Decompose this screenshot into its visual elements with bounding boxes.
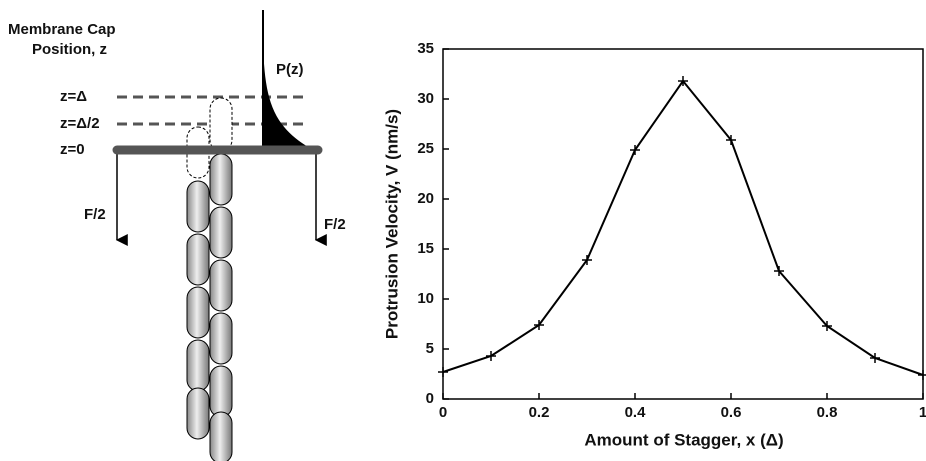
data-marker [534, 320, 544, 330]
data-marker [822, 321, 832, 331]
y-tick-label: 20 [417, 190, 434, 207]
level-label: z=Δ [60, 88, 87, 105]
y-axis-title: Protrusion Velocity, V (nm/s) [382, 109, 401, 339]
diagram: Membrane Cap Position, z z=Δ z=Δ/2 z=0 P… [8, 10, 346, 461]
x-tick-label: 0.6 [721, 404, 742, 421]
x-tick-label: 1 [919, 404, 926, 421]
subunit [186, 286, 210, 339]
subunit [209, 411, 233, 461]
heading-line: Position, z [32, 41, 107, 58]
subunit [186, 180, 210, 233]
y-tick-label: 35 [417, 40, 434, 57]
data-marker [582, 255, 592, 265]
distribution-label: P(z) [276, 61, 304, 78]
data-line [442, 79, 924, 376]
data-marker [678, 76, 688, 86]
plot-frame [442, 48, 924, 400]
incoming-subunit [209, 97, 233, 152]
y-tick-label: 15 [417, 240, 434, 257]
force-label: F/2 [84, 206, 106, 223]
y-tick-label: 10 [417, 290, 434, 307]
force-label: F/2 [324, 216, 346, 233]
data-marker [726, 135, 736, 145]
level-label: z=0 [60, 141, 85, 158]
data-marker [870, 353, 880, 363]
subunit [186, 233, 210, 286]
filament [186, 126, 210, 440]
data-marker [918, 370, 926, 380]
subunit [209, 259, 233, 312]
level-label: z=Δ/2 [60, 115, 100, 132]
distribution-curve [263, 45, 310, 150]
x-tick-label: 0.4 [625, 404, 647, 421]
data-marker [438, 367, 448, 377]
data-marker [774, 266, 784, 276]
subunit [209, 312, 233, 365]
subunit [209, 153, 233, 206]
subunit [209, 365, 233, 418]
y-tick-label: 25 [417, 140, 434, 157]
y-tick-label: 0 [426, 390, 434, 407]
x-tick-label: 0 [439, 404, 447, 421]
subunit [186, 339, 210, 392]
x-tick-label: 0.2 [529, 404, 550, 421]
data-marker [486, 351, 496, 361]
subunit [186, 387, 210, 440]
y-tick-label: 30 [417, 90, 434, 107]
subunit [209, 206, 233, 259]
x-axis-title: Amount of Stagger, x (Δ) [584, 430, 783, 449]
chart: Amount of Stagger, x (Δ) Protrusion Velo… [382, 40, 926, 449]
heading-line: Membrane Cap [8, 21, 116, 38]
data-marker [630, 145, 640, 155]
y-tick-label: 5 [426, 340, 434, 357]
x-tick-label: 0.8 [817, 404, 838, 421]
